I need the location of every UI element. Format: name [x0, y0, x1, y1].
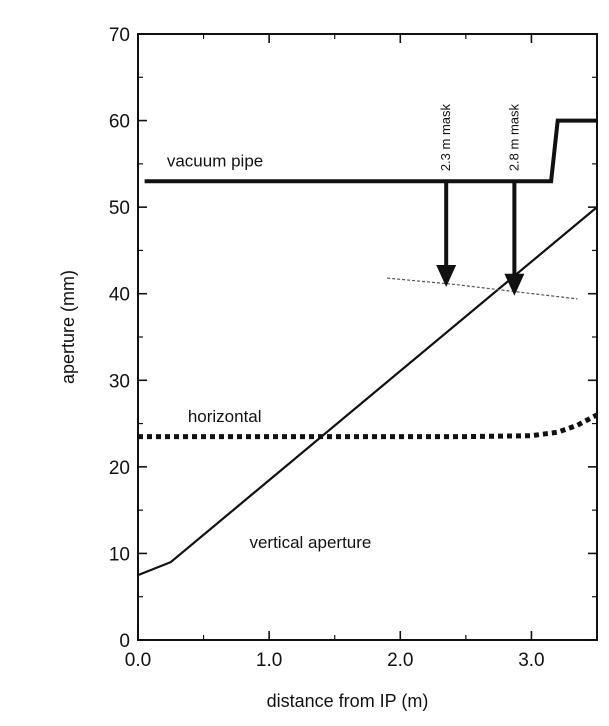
y-tick-label: 40 [109, 285, 130, 306]
x-axis-label: distance from IP (m) [267, 691, 429, 711]
y-tick-label: 20 [109, 458, 130, 479]
y-tick-label: 30 [109, 371, 130, 392]
mask-arrow-head [504, 273, 525, 296]
mask-arrow-head [436, 265, 457, 288]
series-line-mask-reference [387, 277, 578, 300]
series-label: horizontal [188, 407, 262, 426]
x-tick-label: 2.0 [387, 650, 413, 671]
annotations-layer: 2.3 m mask 2.8 m mask [436, 103, 525, 296]
y-tick-label: 50 [109, 198, 130, 219]
series-line-horizontal [138, 412, 599, 440]
x-tick-label: 3.0 [518, 650, 544, 671]
series-line-vacuum-pipe [144, 118, 597, 184]
series-layer [137, 118, 599, 577]
mask-label: 2.3 m mask [438, 103, 453, 171]
y-axis-label: aperture (mm) [58, 270, 78, 384]
labels-layer: distance from IP (m) aperture (mm) vacuum … [58, 151, 428, 711]
y-tick-label: 0 [119, 631, 130, 652]
x-tick-label: 1.0 [256, 650, 282, 671]
mask-label: 2.8 m mask [506, 103, 521, 171]
y-tick-label: 70 [109, 25, 130, 46]
y-tick-label: 60 [109, 112, 130, 133]
y-tick-label: 10 [109, 544, 130, 565]
series-label: vacuum pipe [167, 151, 263, 170]
series-label: vertical aperture [249, 533, 371, 552]
ticks: 0.0 1.0 2.0 3.0 0 10 20 30 40 50 60 70 [109, 25, 597, 671]
series-line-vertical-aperture [137, 206, 598, 577]
x-tick-label: 0.0 [125, 650, 151, 671]
